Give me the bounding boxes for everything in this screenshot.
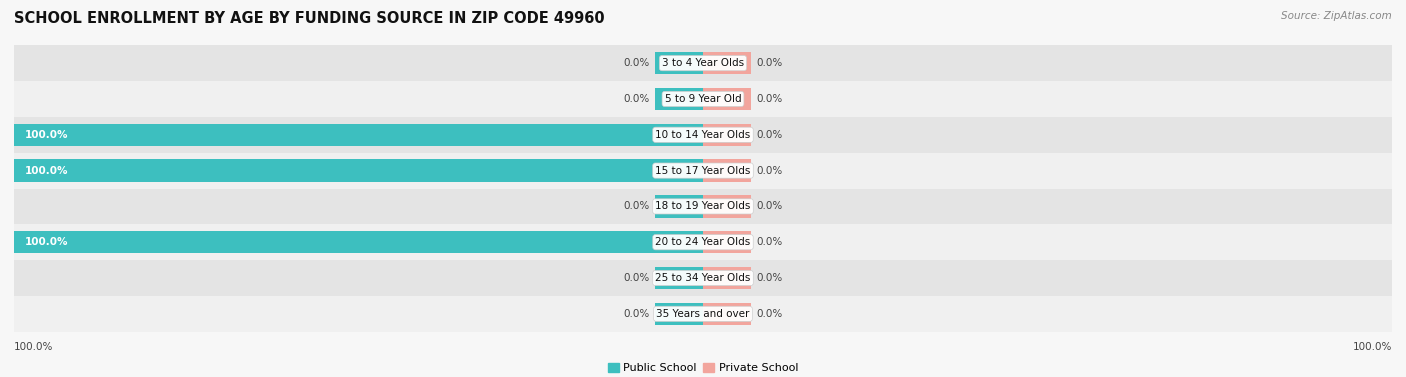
Text: 0.0%: 0.0%: [623, 201, 650, 211]
Text: 35 Years and over: 35 Years and over: [657, 309, 749, 319]
Text: 100.0%: 100.0%: [24, 237, 67, 247]
Bar: [655, 303, 703, 325]
Text: 0.0%: 0.0%: [756, 130, 783, 140]
Text: 10 to 14 Year Olds: 10 to 14 Year Olds: [655, 130, 751, 140]
Legend: Public School, Private School: Public School, Private School: [603, 359, 803, 377]
Text: SCHOOL ENROLLMENT BY AGE BY FUNDING SOURCE IN ZIP CODE 49960: SCHOOL ENROLLMENT BY AGE BY FUNDING SOUR…: [14, 11, 605, 26]
Bar: [703, 159, 751, 182]
Text: 0.0%: 0.0%: [756, 273, 783, 283]
Bar: [703, 303, 751, 325]
Bar: [14, 296, 1392, 332]
Bar: [14, 117, 1392, 153]
Text: 18 to 19 Year Olds: 18 to 19 Year Olds: [655, 201, 751, 211]
Text: 20 to 24 Year Olds: 20 to 24 Year Olds: [655, 237, 751, 247]
Text: 0.0%: 0.0%: [623, 58, 650, 68]
Bar: [703, 231, 751, 253]
Bar: [14, 260, 1392, 296]
Text: 0.0%: 0.0%: [756, 201, 783, 211]
Bar: [703, 52, 751, 74]
Bar: [14, 231, 703, 253]
Text: 0.0%: 0.0%: [756, 58, 783, 68]
Text: 15 to 17 Year Olds: 15 to 17 Year Olds: [655, 166, 751, 176]
Bar: [655, 195, 703, 218]
Text: 100.0%: 100.0%: [24, 166, 67, 176]
Bar: [655, 88, 703, 110]
Bar: [14, 81, 1392, 117]
Bar: [14, 45, 1392, 81]
Text: 100.0%: 100.0%: [14, 342, 53, 352]
Bar: [703, 124, 751, 146]
Text: 100.0%: 100.0%: [24, 130, 67, 140]
Text: 0.0%: 0.0%: [623, 309, 650, 319]
Text: 25 to 34 Year Olds: 25 to 34 Year Olds: [655, 273, 751, 283]
Bar: [703, 195, 751, 218]
Bar: [655, 52, 703, 74]
Text: 0.0%: 0.0%: [623, 94, 650, 104]
Bar: [14, 224, 1392, 260]
Text: 100.0%: 100.0%: [1353, 342, 1392, 352]
Text: 0.0%: 0.0%: [623, 273, 650, 283]
Bar: [14, 159, 703, 182]
Bar: [703, 88, 751, 110]
Text: 0.0%: 0.0%: [756, 237, 783, 247]
Bar: [14, 153, 1392, 188]
Bar: [14, 124, 703, 146]
Text: 0.0%: 0.0%: [756, 94, 783, 104]
Text: Source: ZipAtlas.com: Source: ZipAtlas.com: [1281, 11, 1392, 21]
Text: 3 to 4 Year Olds: 3 to 4 Year Olds: [662, 58, 744, 68]
Text: 0.0%: 0.0%: [756, 309, 783, 319]
Bar: [703, 267, 751, 289]
Text: 5 to 9 Year Old: 5 to 9 Year Old: [665, 94, 741, 104]
Bar: [655, 267, 703, 289]
Text: 0.0%: 0.0%: [756, 166, 783, 176]
Bar: [14, 188, 1392, 224]
